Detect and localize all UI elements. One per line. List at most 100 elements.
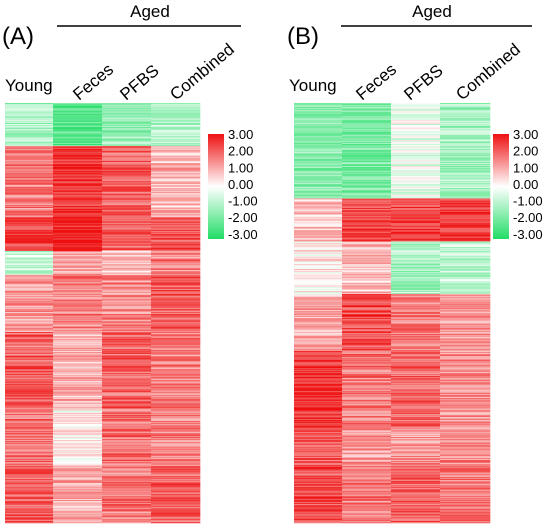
heatmap-cell: [5, 253, 54, 256]
heatmap-cell: [294, 403, 343, 405]
heatmap-cell: [151, 164, 201, 166]
heatmap-cell: [102, 284, 152, 286]
heatmap-cell: [53, 207, 103, 209]
heatmap-cell: [151, 331, 201, 333]
heatmap-cell: [151, 177, 201, 179]
heatmap-cell: [391, 439, 441, 442]
heatmap-cell: [5, 281, 54, 283]
heatmap-cell: [5, 181, 54, 183]
heatmap-cell: [342, 124, 392, 127]
heatmap-cell: [102, 409, 152, 411]
heatmap-cell: [391, 289, 441, 291]
heatmap-cell: [391, 496, 441, 498]
heatmap-cell: [102, 128, 152, 131]
heatmap-cell: [342, 220, 392, 222]
heatmap-cell: [342, 377, 392, 380]
heatmap-cell: [342, 374, 392, 376]
heatmap-cell: [294, 486, 343, 488]
heatmap-cell: [102, 288, 152, 290]
heatmap-cell: [440, 344, 491, 346]
heatmap-cell: [151, 519, 201, 521]
heatmap-cell: [440, 474, 491, 476]
heatmap-cell: [391, 401, 441, 404]
heatmap-cell: [102, 229, 152, 231]
heatmap-cell: [151, 460, 201, 463]
heatmap-cell: [102, 256, 152, 258]
heatmap-cell: [342, 384, 392, 386]
heatmap-cell: [294, 460, 343, 462]
heatmap-cell: [440, 356, 491, 359]
heatmap-cell: [151, 194, 201, 196]
heatmap-cell: [53, 413, 103, 415]
heatmap-cell: [102, 232, 152, 235]
heatmap-cell: [440, 354, 491, 356]
heatmap-cell: [294, 319, 343, 321]
heatmap-cell: [53, 350, 103, 352]
heatmap-cell: [391, 373, 441, 375]
heatmap-cell: [440, 176, 491, 178]
heatmap-cell: [294, 352, 343, 354]
heatmap-cell: [53, 210, 103, 213]
heatmap-cell: [53, 126, 103, 129]
heatmap-cell: [102, 437, 152, 439]
heatmap-cell: [440, 491, 491, 493]
heatmap-cell: [151, 173, 201, 175]
heatmap-cell: [102, 196, 152, 198]
heatmap-cell: [53, 215, 103, 217]
heatmap-cell: [294, 446, 343, 448]
heatmap-cell: [294, 398, 343, 401]
colorbar-tick-label: -3.00: [513, 227, 543, 242]
heatmap-cell: [342, 425, 392, 427]
heatmap-cell: [294, 516, 343, 518]
heatmap-cell: [391, 261, 441, 263]
heatmap-cell: [342, 244, 392, 246]
heatmap-cell: [342, 323, 392, 325]
heatmap-cell: [342, 105, 392, 108]
heatmap-cell: [440, 147, 491, 150]
heatmap-cell: [391, 451, 441, 453]
heatmap-cell: [440, 141, 491, 143]
heatmap-cell: [53, 217, 103, 219]
heatmap-cell: [440, 206, 491, 208]
heatmap-cell: [294, 475, 343, 477]
heatmap-cell: [342, 338, 392, 341]
heatmap-cell: [5, 230, 54, 233]
heatmap-cell: [391, 510, 441, 512]
heatmap-cell: [5, 249, 54, 251]
heatmap-cell: [102, 449, 152, 451]
heatmap-cell: [342, 315, 392, 318]
heatmap-cell: [342, 149, 392, 152]
heatmap-cell: [151, 316, 201, 319]
heatmap-cell: [5, 160, 54, 162]
heatmap-cell: [102, 441, 152, 444]
heatmap-cell: [391, 483, 441, 486]
heatmap-cell: [342, 247, 392, 249]
heatmap-cell: [440, 158, 491, 160]
heatmap-cell: [391, 150, 441, 152]
heatmap-cell: [102, 142, 152, 144]
heatmap-cell: [440, 383, 491, 385]
heatmap-cell: [53, 285, 103, 287]
heatmap-cell: [342, 219, 392, 221]
heatmap-cell: [102, 410, 152, 412]
heatmap-cell: [342, 150, 392, 152]
heatmap-cell: [102, 392, 152, 394]
heatmap-cell: [294, 272, 343, 275]
heatmap-cell: [294, 225, 343, 227]
heatmap-cell: [294, 335, 343, 338]
heatmap-cell: [102, 192, 152, 194]
heatmap-cell: [5, 309, 54, 311]
heatmap-cell: [440, 269, 491, 271]
heatmap-cell: [342, 444, 392, 446]
heatmap-cell: [5, 331, 54, 333]
heatmap-cell: [151, 170, 201, 173]
heatmap-cell: [53, 457, 103, 459]
heatmap-cell: [294, 485, 343, 488]
heatmap-cell: [151, 183, 201, 185]
heatmap-cell: [53, 349, 103, 351]
heatmap-cell: [151, 113, 201, 115]
heatmap-cell: [151, 360, 201, 362]
heatmap-cell: [53, 482, 103, 485]
heatmap-cell: [102, 124, 152, 126]
heatmap-cell: [151, 333, 201, 335]
